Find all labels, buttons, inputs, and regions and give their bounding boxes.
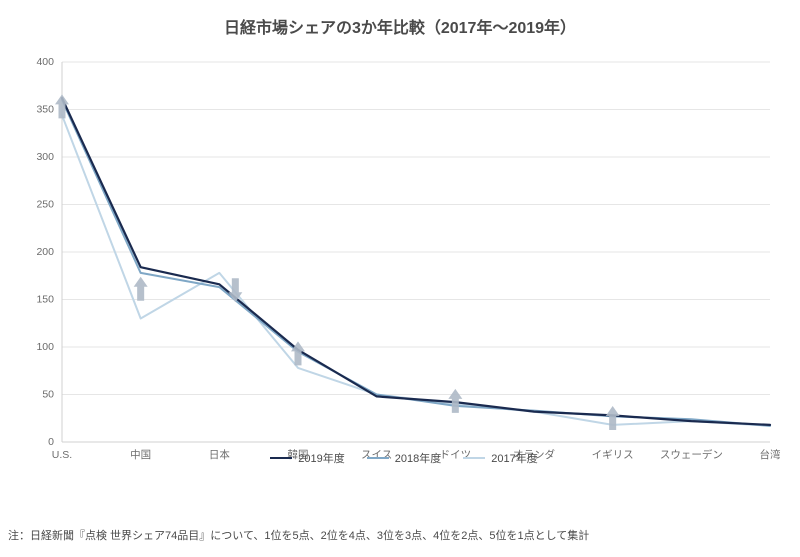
series-line [62,100,770,426]
y-tick-label: 350 [36,104,54,116]
legend-swatch [367,457,389,459]
chart-legend: 2019年度 2018年度 2017年度 [24,450,784,466]
y-tick-label: 100 [36,341,54,353]
y-tick-label: 0 [48,436,54,448]
y-tick-label: 400 [36,56,54,68]
chart-title: 日経市場シェアの3か年比較（2017年〜2019年） [0,0,800,38]
chart-area: 050100150200250300350400U.S.中国日本韓国スイスドイツ… [24,50,784,490]
y-tick-label: 200 [36,246,54,258]
y-tick-label: 50 [42,389,54,401]
legend-item: 2019年度 [270,450,344,466]
series-line [62,115,770,426]
footnote: 注：日経新聞『点検 世界シェア74品目』について、1位を5点、2位を4点、3位を… [8,527,589,543]
y-tick-label: 250 [36,199,54,211]
y-tick-label: 300 [36,151,54,163]
legend-item: 2018年度 [367,450,441,466]
line-chart: 050100150200250300350400U.S.中国日本韓国スイスドイツ… [24,50,784,490]
legend-label: 2017年度 [491,450,537,466]
trend-arrow-icon [606,406,620,430]
legend-swatch [270,457,292,459]
legend-label: 2019年度 [298,450,344,466]
trend-arrow-icon [134,277,148,301]
series-line [62,98,770,425]
legend-swatch [463,457,485,459]
y-tick-label: 150 [36,294,54,306]
legend-item: 2017年度 [463,450,537,466]
legend-label: 2018年度 [395,450,441,466]
